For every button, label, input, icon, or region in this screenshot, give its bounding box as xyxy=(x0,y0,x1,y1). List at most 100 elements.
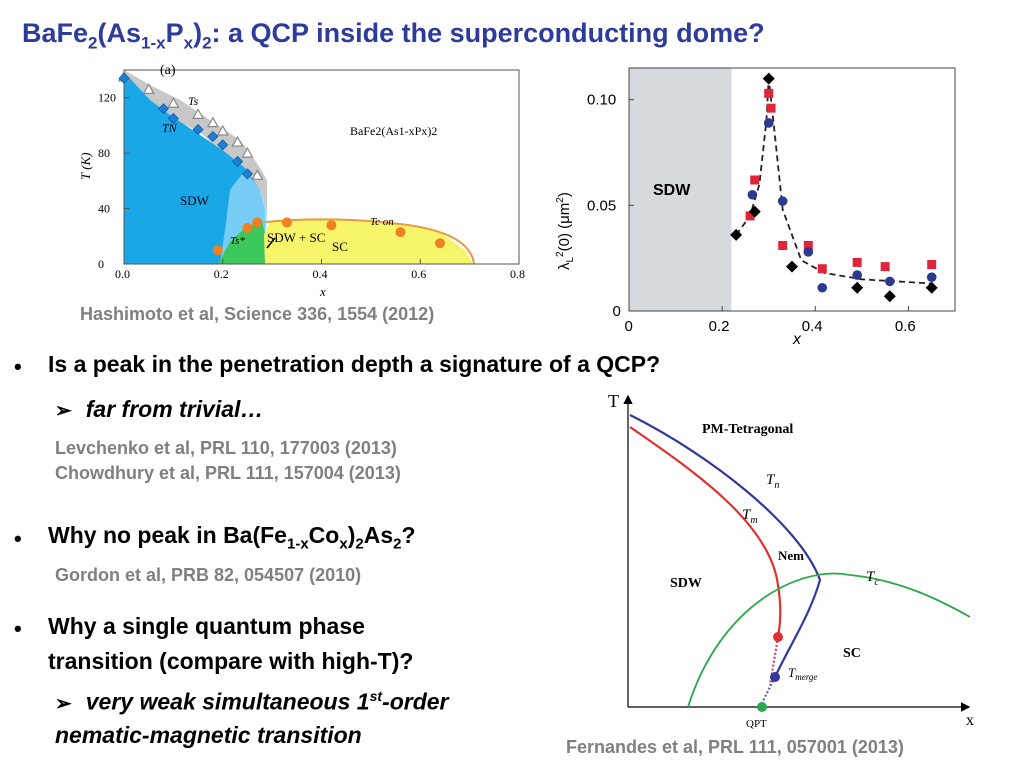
black-diamond-point xyxy=(925,281,938,294)
sc-region xyxy=(264,220,473,264)
x-tick-label: 0.8 xyxy=(510,267,525,281)
curve-label-tn: Tn xyxy=(766,472,779,491)
bullet-2: Why no peak in Ba(Fe1-xCox)2As2? xyxy=(48,522,416,553)
panel-label: (a) xyxy=(160,63,176,78)
tn-point xyxy=(207,130,219,143)
sub-bullet-3-line-2: nematic-magnetic transition xyxy=(55,722,362,748)
bullet-3-line-2: transition (compare with high-T)? xyxy=(48,648,414,674)
y-tick-label: 40 xyxy=(98,202,110,216)
region-label-sdw-sc: SDW + SC xyxy=(267,230,325,245)
y-tick-label: 0 xyxy=(98,257,104,271)
curve-label-tm: Tm xyxy=(742,507,758,526)
ts-point xyxy=(241,146,254,158)
x-tick-label: 0.2 xyxy=(214,267,229,281)
ts-point xyxy=(142,83,155,95)
red-square-point xyxy=(817,264,827,274)
plot-frame xyxy=(628,67,956,312)
red-square-point xyxy=(750,175,760,185)
blue-circle-point xyxy=(763,118,774,128)
region-label-sdw: SDW xyxy=(653,182,691,199)
blue-circle-point xyxy=(817,282,828,293)
blue-circle-point xyxy=(777,196,788,206)
black-diamond-point xyxy=(786,260,798,273)
tc-point xyxy=(212,245,223,256)
blue-circle-point xyxy=(852,270,862,280)
blue-circle-point xyxy=(926,272,937,282)
ts-band-region xyxy=(124,70,267,210)
ts-point xyxy=(167,97,180,108)
arrow-bullet-icon: ➢ xyxy=(55,400,72,422)
blue-circle-point xyxy=(747,189,758,200)
sdw-sc-boundary-line xyxy=(266,237,276,249)
arrow-bullet-icon: ➢ xyxy=(55,692,72,715)
sub-bullet-1: ➢ far from trivial… xyxy=(55,396,264,422)
tc-point xyxy=(281,217,292,228)
qpt-marker xyxy=(757,702,767,712)
tc-point xyxy=(435,238,445,249)
black-diamond-point xyxy=(883,290,896,303)
region-label-sdw: SDW xyxy=(670,576,702,591)
citation-hashimoto: Hashimoto et al, Science 336, 1554 (2012… xyxy=(80,304,435,324)
red-square-point xyxy=(766,103,776,113)
region-label-sc: SC xyxy=(843,646,861,661)
y-tick-label: 0.05 xyxy=(587,197,616,214)
curve-label-tc: Tc on xyxy=(370,216,394,228)
red-square-point xyxy=(764,88,774,98)
tmerge-marker xyxy=(770,672,780,682)
tc-curve xyxy=(264,218,475,265)
y-tick-label: 80 xyxy=(98,146,110,160)
x-axis-label: x xyxy=(319,284,326,299)
x-tick-label: 0.2 xyxy=(709,318,730,335)
black-diamond-point xyxy=(851,281,864,294)
citation-gordon: Gordon et al, PRB 82, 054507 (2010) xyxy=(55,565,362,585)
tn-point xyxy=(118,72,130,84)
red-square-point xyxy=(927,260,937,270)
tn-point xyxy=(231,155,244,168)
region-label-nem: Nem xyxy=(778,548,804,563)
x-tick-label: 0.0 xyxy=(115,267,130,281)
citation-chowdhury: Chowdhury et al, PRL 111, 157004 (2013) xyxy=(55,463,401,483)
sdw-shaded-region xyxy=(629,68,732,311)
bullet-3-line-1: Why a single quantum phase xyxy=(48,613,365,639)
citation-fernandes: Fernandes et al, PRL 111, 057001 (2013) xyxy=(566,737,904,757)
tc-point xyxy=(395,227,406,238)
x-axis-label: x xyxy=(966,712,974,729)
tc-curve xyxy=(687,572,971,708)
data-marks xyxy=(730,72,938,303)
y-axis-label: T (K) xyxy=(78,152,93,180)
bullet-dot-3: • xyxy=(14,616,22,641)
red-square-point xyxy=(745,211,755,221)
region-label-sdw: SDW xyxy=(180,193,210,208)
tn-point xyxy=(192,124,204,136)
coexist-region xyxy=(218,220,270,264)
blue-circle-point xyxy=(885,276,895,287)
tm-curve xyxy=(629,426,782,638)
hashimoto-phase-diagram: 0.0 0.2 0.4 0.6 0.8 0 40 80 120 (a) BaFe2(As1-xP… xyxy=(78,63,525,299)
red-square-point xyxy=(803,240,813,250)
x-tick-label: 0.6 xyxy=(411,267,426,281)
axis-ticks: 0 0.2 0.4 0.6 0 0.05 0.10 xyxy=(587,92,916,335)
bullet-dot-2: • xyxy=(14,526,22,551)
curve-label-ts: Ts xyxy=(188,94,199,108)
ts-point xyxy=(192,108,205,119)
sub-bullet-3-line-1: ➢ very weak simultaneous 1st-order xyxy=(55,688,449,715)
bullet-1: Is a peak in the penetration depth a sig… xyxy=(48,351,661,377)
curve-label-tn: TN xyxy=(162,121,178,135)
citation-levchenko: Levchenko et al, PRL 110, 177003 (2013) xyxy=(55,438,397,458)
data-marks xyxy=(117,70,445,256)
compound-label: BaFe2(As1-xPx)2 xyxy=(350,124,437,138)
x-tick-label: 0.4 xyxy=(802,318,823,335)
tm-endpoint-marker xyxy=(773,632,783,642)
ts-point xyxy=(206,116,219,128)
y-axis-label: λL2(0) (μm2) xyxy=(555,192,576,270)
penetration-depth-chart: 0 0.2 0.4 0.6 0 0.05 0.10 SDW x λL2(0) (μm2) xyxy=(555,67,956,345)
tn-curve xyxy=(629,414,822,678)
y-tick-label: 120 xyxy=(98,91,116,105)
x-y-ticks: 0.0 0.2 0.4 0.6 0.8 0 40 80 120 xyxy=(98,91,525,281)
tc-point xyxy=(326,220,337,231)
red-square-point xyxy=(852,257,862,267)
tn-point xyxy=(157,103,170,115)
point-label-qpt: QPT xyxy=(746,718,767,730)
y-tick-label: 0.10 xyxy=(587,92,616,109)
blue-circle-point xyxy=(803,247,814,257)
